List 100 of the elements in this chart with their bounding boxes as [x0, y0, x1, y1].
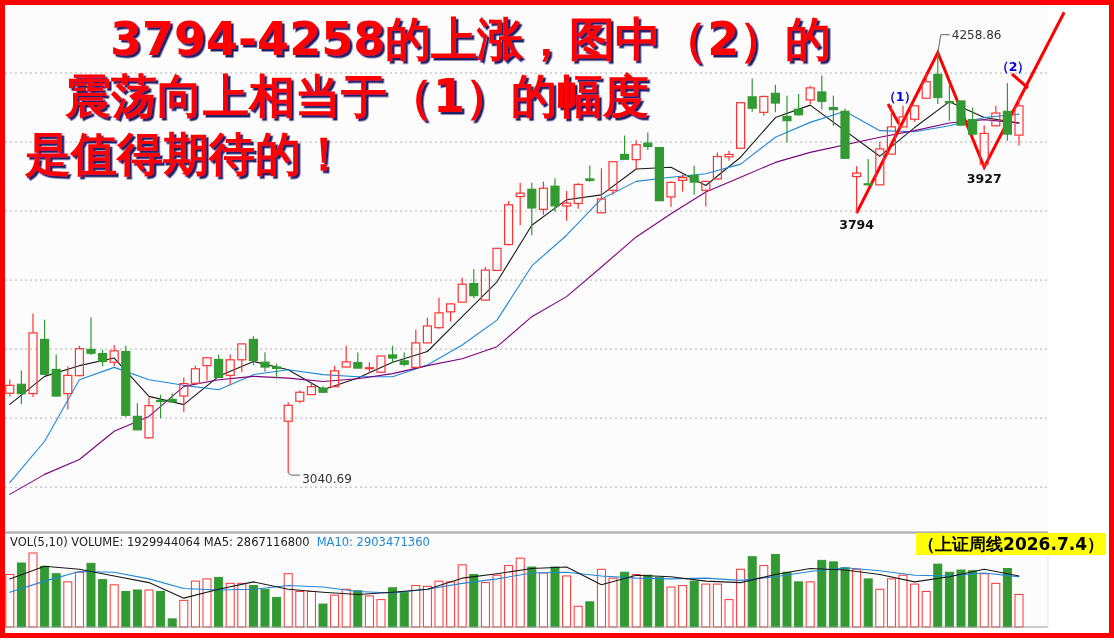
- bar: [295, 590, 305, 628]
- bar: [144, 589, 154, 628]
- annotation: （1）: [882, 89, 918, 104]
- bar: [214, 576, 224, 628]
- bar: [399, 591, 409, 628]
- candlestick: [283, 401, 293, 474]
- bar: [446, 581, 456, 628]
- bar: [190, 580, 200, 628]
- bar: [179, 599, 189, 628]
- bar: [480, 582, 490, 628]
- bar: [63, 581, 73, 628]
- bar: [306, 590, 316, 628]
- bar: [225, 582, 235, 628]
- bar: [608, 577, 618, 628]
- candlestick: [144, 396, 154, 439]
- bar: [202, 578, 212, 628]
- annotation: 3040.69: [302, 472, 352, 487]
- bar: [318, 603, 328, 628]
- bar: [979, 573, 989, 628]
- candlestick: [817, 74, 827, 111]
- bar: [852, 568, 862, 628]
- bar: [573, 605, 583, 628]
- bar: [515, 557, 525, 628]
- bar: [330, 594, 340, 628]
- bar: [631, 573, 641, 628]
- bar: [388, 587, 398, 628]
- candlestick: [840, 107, 850, 159]
- candlestick: [608, 161, 618, 196]
- bar: [689, 580, 699, 628]
- bar: [654, 576, 664, 628]
- bar: [863, 578, 873, 628]
- bar: [283, 573, 293, 628]
- candlestick: [666, 181, 676, 208]
- bar: [643, 574, 653, 628]
- bar: [237, 582, 247, 628]
- candlestick: [933, 52, 943, 105]
- bar: [16, 562, 26, 628]
- bar: [585, 601, 595, 628]
- candlestick: [28, 312, 38, 398]
- candlestick: [562, 190, 572, 222]
- candlestick: [1002, 82, 1012, 142]
- bar: [712, 583, 722, 628]
- bar: [51, 573, 61, 628]
- candlestick: [620, 134, 630, 160]
- bar: [968, 570, 978, 628]
- bar: [109, 584, 119, 628]
- bar: [828, 561, 838, 628]
- candlestick: [179, 376, 189, 413]
- bar: [1014, 593, 1024, 628]
- bar: [886, 578, 896, 628]
- bar: [562, 575, 572, 628]
- bar: [840, 567, 850, 628]
- bar: [457, 564, 467, 628]
- bar: [5, 573, 15, 628]
- bar: [353, 590, 363, 628]
- bar: [132, 589, 142, 628]
- bar: [98, 579, 108, 628]
- bar: [910, 583, 920, 628]
- bar: [759, 565, 769, 628]
- candlestick: [898, 105, 908, 128]
- candlestick: [202, 357, 212, 382]
- bar: [74, 571, 84, 628]
- candlestick: [886, 104, 896, 155]
- candlestick: [527, 182, 537, 236]
- annotation: （上证周线2026.7.4）: [918, 534, 1104, 554]
- bar: [538, 572, 548, 628]
- bar: [782, 571, 792, 628]
- bar: [944, 571, 954, 628]
- bar: [770, 553, 780, 628]
- bar: [411, 585, 421, 628]
- bar: [550, 566, 560, 628]
- candlestick: [550, 177, 560, 213]
- bar: [921, 590, 931, 628]
- annotation: 4258.86: [951, 27, 1002, 42]
- bar: [701, 583, 711, 628]
- candlestick: [515, 182, 525, 226]
- bar: [492, 574, 502, 628]
- bar: [248, 585, 258, 628]
- candlestick: [689, 164, 699, 196]
- bar: [747, 556, 757, 628]
- candlestick: [16, 369, 26, 405]
- candlestick: [260, 351, 270, 373]
- bar: [156, 590, 166, 628]
- candlestick: [724, 150, 734, 162]
- candlestick: [596, 167, 606, 214]
- bar: [794, 581, 804, 628]
- bar: [1002, 568, 1012, 628]
- bar: [86, 562, 96, 628]
- annotation: 3794: [839, 217, 875, 233]
- bar: [596, 568, 606, 628]
- candlestick: [156, 394, 166, 419]
- bar: [504, 565, 514, 628]
- candlestick: [434, 297, 444, 329]
- bar: [933, 563, 943, 628]
- bar: [991, 582, 1001, 628]
- text: VOL(5,10) VOLUME: 1929944064 MA5: 2867116800: [10, 535, 310, 549]
- bar: [620, 571, 630, 628]
- text: MA10: 2903471360: [316, 535, 430, 549]
- candlestick: [852, 165, 862, 214]
- candlestick: [863, 158, 873, 186]
